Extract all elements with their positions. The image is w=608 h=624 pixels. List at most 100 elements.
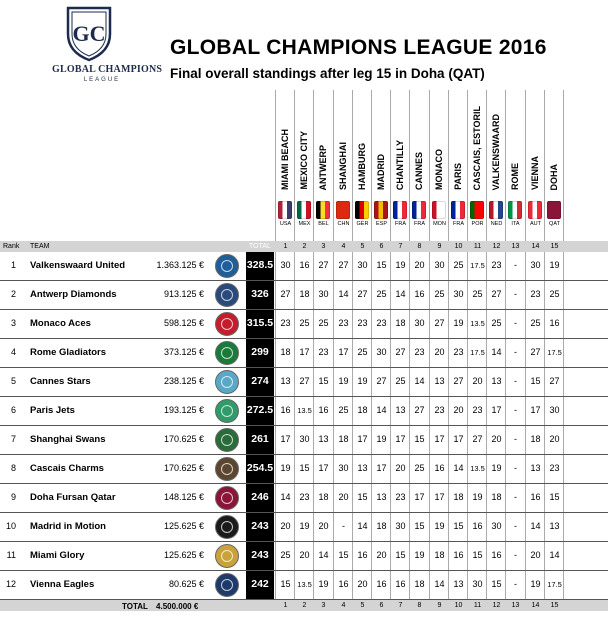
leg-points: 15	[395, 550, 406, 560]
leg-venue: ROME	[510, 163, 520, 190]
column-divider	[525, 90, 526, 611]
total-points: 328.5	[246, 259, 274, 271]
prize-money: 913.125 €	[163, 289, 204, 299]
leg-venue: PARIS	[453, 163, 463, 190]
column-divider	[313, 90, 314, 611]
leg-points: 16	[530, 492, 541, 502]
leg-points: 30	[472, 579, 483, 589]
leg-header: CANNES FRA	[410, 90, 429, 241]
leg-number-header: 13	[511, 243, 520, 250]
total-points: 274	[251, 375, 269, 387]
leg-points: 15	[530, 376, 541, 386]
leg-venue: MADRID	[376, 154, 386, 190]
leg-points: 16	[357, 550, 368, 560]
team-name: Paris Jets	[30, 405, 75, 416]
leg-points: 20	[357, 579, 368, 589]
leg-number-footer: 12	[492, 602, 501, 609]
leg-points: 16	[318, 405, 329, 415]
leg-points: 19	[376, 434, 387, 444]
emblem-ring	[221, 521, 233, 533]
leg-points: 20	[453, 405, 464, 415]
leg-points: 27	[453, 376, 464, 386]
leg-points: 25	[376, 289, 387, 299]
team-name: Antwerp Diamonds	[30, 289, 117, 300]
leg-points: 17.5	[470, 261, 485, 270]
leg-points: 20	[491, 434, 502, 444]
leg-points: 13	[318, 434, 329, 444]
team-emblem-icon	[215, 370, 239, 394]
flag-icon	[412, 201, 426, 219]
leg-points: 25	[491, 318, 502, 328]
total-points: 242	[251, 578, 269, 590]
league-logo: GC GLOBAL CHAMPIONS LEAGUE	[52, 4, 162, 90]
team-name: Rome Gladiators	[30, 347, 107, 358]
leg-points: 27	[414, 405, 425, 415]
emblem-ring	[221, 376, 233, 388]
column-divider	[429, 90, 430, 611]
leg-country-code: NED	[490, 221, 503, 227]
leg-points: 16	[491, 550, 502, 560]
prize-money: 125.625 €	[163, 521, 204, 531]
leg-points: 14	[338, 289, 349, 299]
leg-points: 19	[491, 463, 502, 473]
leg-country-code: MEX	[298, 221, 311, 227]
leg-points: -	[514, 550, 517, 560]
leg-header: CHANTILLY FRA	[391, 90, 410, 241]
leg-header: MEXICO CITY MEX	[295, 90, 314, 241]
leg-points: 19	[530, 579, 541, 589]
leg-points: 18	[414, 579, 425, 589]
leg-points: 13	[280, 376, 291, 386]
table-row: 7 Shanghai Swans 170.625 € 261 17 30 13 18 17 19 1…	[0, 426, 608, 455]
leg-points: 15	[299, 463, 310, 473]
leg-venue: MEXICO CITY	[299, 131, 309, 190]
leg-points: -	[514, 347, 517, 357]
flag-icon	[432, 201, 446, 219]
leg-points: -	[514, 376, 517, 386]
leg-points: 13	[491, 376, 502, 386]
leg-points: 23	[299, 492, 310, 502]
total-points: 261	[251, 433, 269, 445]
leg-number-footer: 15	[550, 602, 559, 609]
leg-points: 25	[530, 318, 541, 328]
leg-points: 25	[453, 260, 464, 270]
leg-points: 17.5	[547, 348, 562, 357]
leg-points: 18	[280, 347, 291, 357]
rank-cell: 2	[10, 289, 16, 299]
leg-points: 19	[414, 550, 425, 560]
flag-icon	[355, 201, 369, 219]
leg-country-code: FRA	[414, 221, 425, 227]
leg-points: 23	[318, 347, 329, 357]
leg-points: -	[514, 463, 517, 473]
leg-number-footer: 1	[283, 602, 288, 609]
leg-number-footer: 10	[454, 602, 463, 609]
rank-cell: 5	[10, 376, 16, 386]
flag-icon	[336, 201, 350, 219]
leg-points: 19	[434, 521, 445, 531]
team-emblem-icon	[215, 254, 239, 278]
prize-money: 125.625 €	[163, 550, 204, 560]
rank-cell: 3	[10, 318, 16, 328]
leg-number-header: 4	[341, 243, 346, 250]
leg-points: 14	[280, 492, 291, 502]
table-row: 9 Doha Fursan Qatar 148.125 € 246 14 23 18 20 15…	[0, 484, 608, 513]
leg-points: 13.5	[297, 406, 312, 415]
leg-points: 14	[395, 289, 406, 299]
leg-points: 19	[357, 376, 368, 386]
leg-points: 30	[357, 260, 368, 270]
leg-number-header: 7	[398, 243, 403, 250]
leg-points: 23	[453, 347, 464, 357]
leg-points: 27	[318, 260, 329, 270]
team-emblem-icon	[215, 399, 239, 423]
leg-points: 17.5	[547, 580, 562, 589]
leg-points: 30	[338, 463, 349, 473]
leg-points: 15	[549, 492, 560, 502]
column-divider	[505, 90, 506, 611]
leg-points: 23	[549, 463, 560, 473]
flag-icon	[278, 201, 292, 219]
leg-points: 25	[318, 318, 329, 328]
column-divider	[544, 90, 545, 611]
leg-country-code: AUT	[530, 221, 541, 227]
leg-points: 15	[376, 260, 387, 270]
leg-number-footer: 7	[398, 602, 403, 609]
emblem-ring	[221, 463, 233, 475]
